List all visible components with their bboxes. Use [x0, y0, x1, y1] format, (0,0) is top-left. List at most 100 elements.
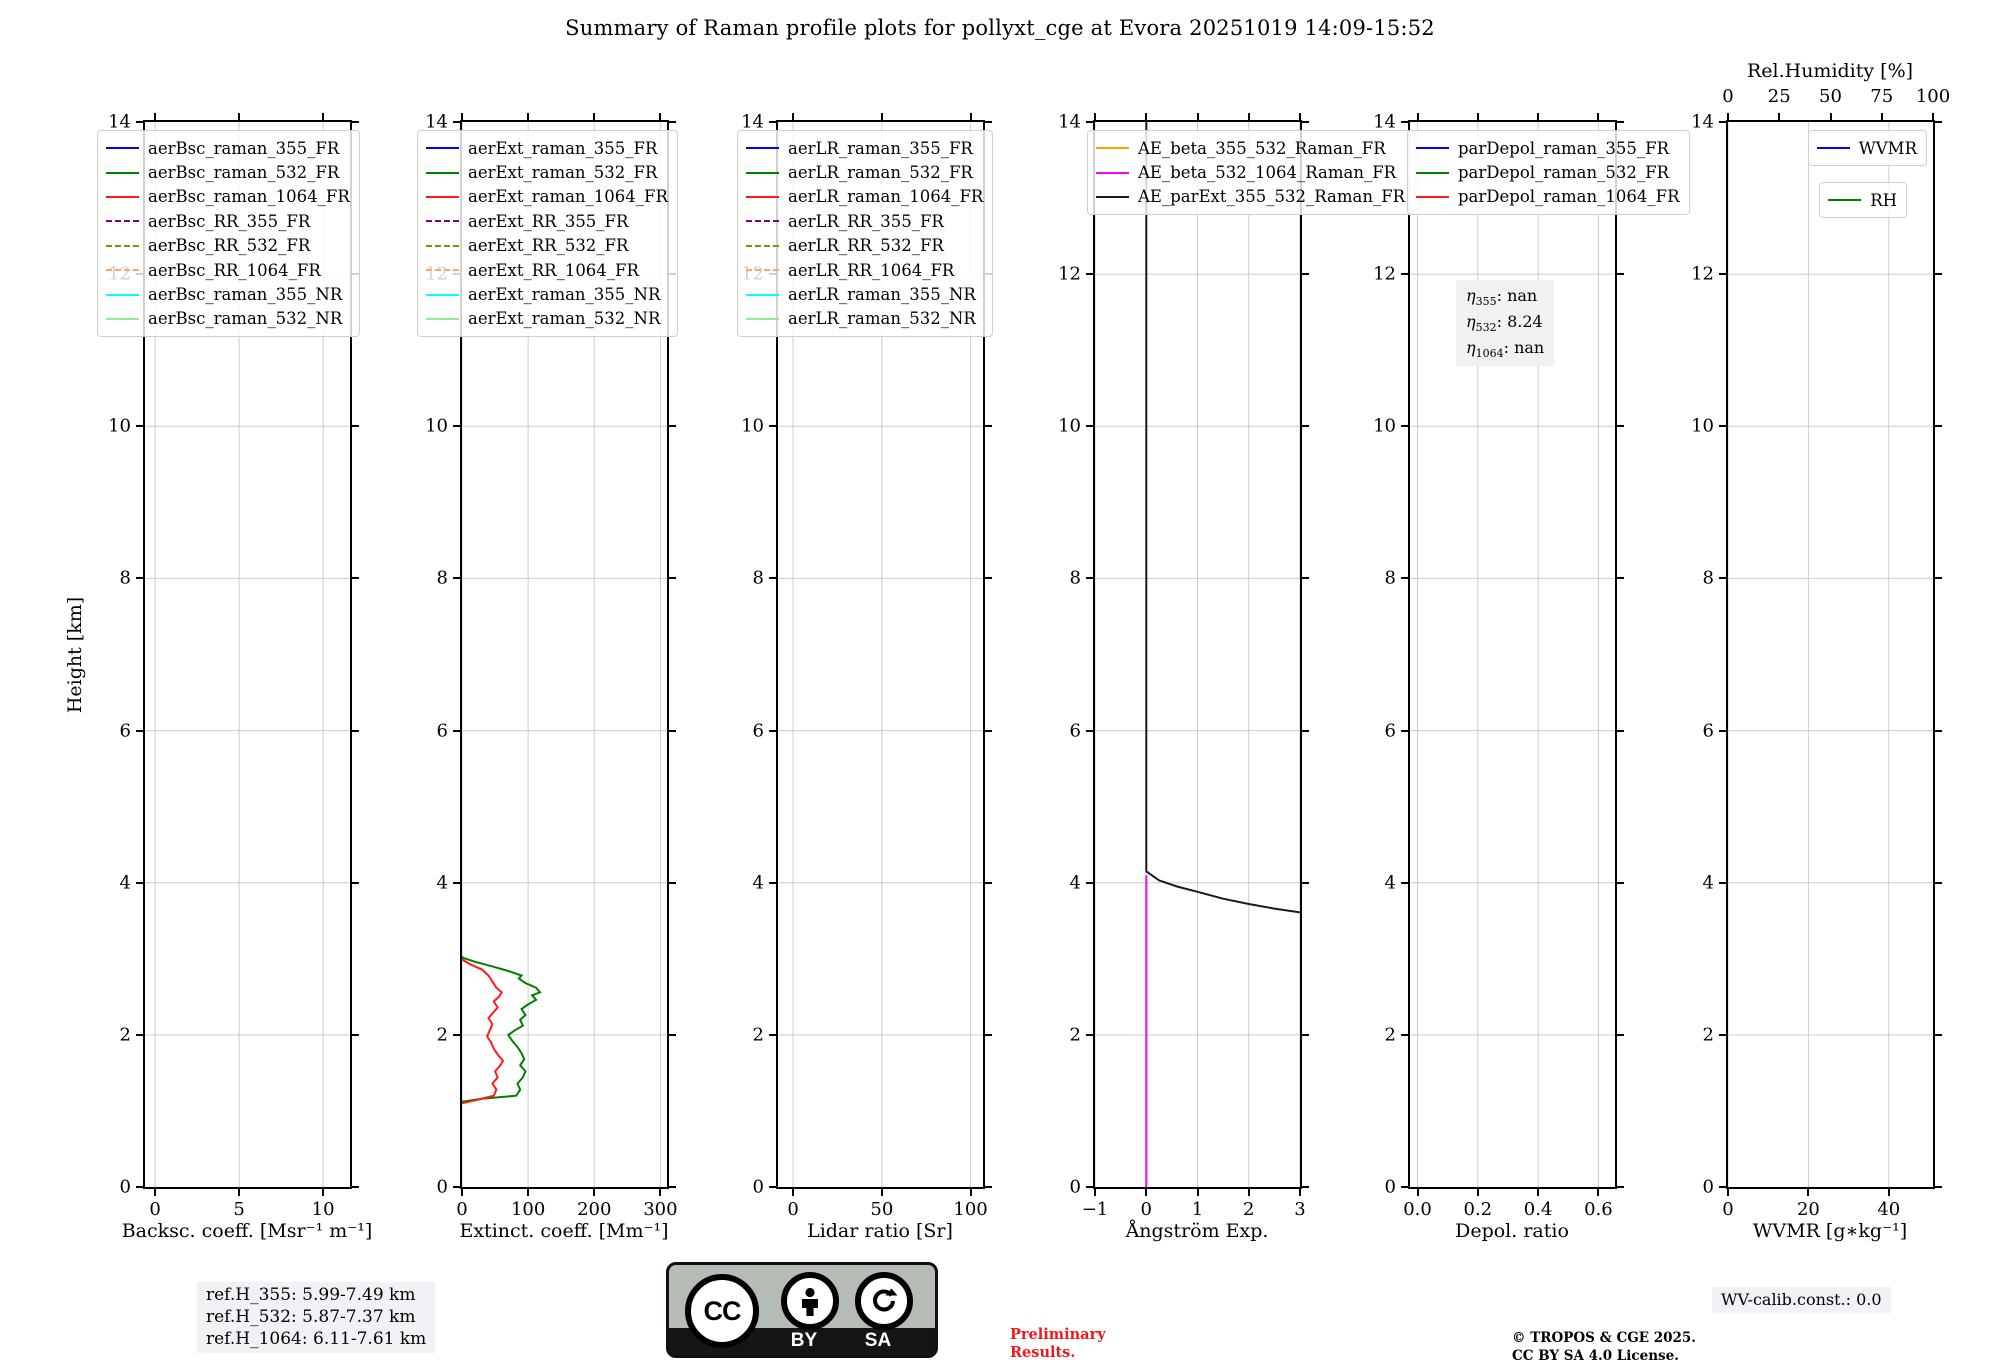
preliminary-results-note: Preliminary Results. [1010, 1326, 1106, 1360]
legend-item-label: aerLR_raman_532_NR [788, 309, 976, 329]
x-tick [238, 1189, 241, 1196]
y-tick-right [1935, 577, 1942, 580]
x-tick [154, 1189, 157, 1196]
legend-item: aerBsc_RR_532_FR [106, 234, 350, 258]
x-tick-top [969, 113, 972, 120]
wv-calib-note: WV-calib.const.: 0.0 [1712, 1287, 1891, 1314]
y-tick-right [1302, 881, 1309, 884]
x-tick-label: 0.4 [1523, 1199, 1553, 1220]
x-tick-label: 0 [456, 1199, 468, 1220]
x-tick [322, 1189, 325, 1196]
legend-item-label: aerBsc_raman_532_NR [148, 309, 343, 329]
panel-extinction: 024681012140100200300Extinct. coeff. [Mm… [417, 112, 678, 1242]
legend-line-sample [746, 195, 779, 198]
legend-item: AE_beta_355_532_Raman_FR [1096, 136, 1405, 160]
x-tick [1299, 1189, 1301, 1196]
y-tick-label: 8 [436, 567, 448, 589]
x-tick [1537, 1189, 1540, 1196]
legend-box: AE_beta_355_532_Raman_FR AE_beta_532_1064… [1087, 130, 1416, 216]
y-tick-label: 12 [1691, 263, 1714, 285]
y-tick-label: 10 [1373, 415, 1396, 437]
y-tick [769, 121, 776, 123]
y-tick [453, 1186, 460, 1188]
y-tick-label: 4 [1702, 872, 1714, 894]
x-axis-label-lidar_ratio: Lidar ratio [Sr] [807, 1220, 953, 1242]
x-tick-top [527, 113, 530, 120]
y-tick [136, 121, 143, 123]
legend-line-sample [426, 220, 459, 223]
legend-line-sample [106, 195, 139, 198]
legend-item-label: aerLR_raman_355_FR [788, 138, 973, 158]
legend-item-label: aerExt_raman_532_FR [468, 163, 658, 183]
y-tick-right [1617, 1186, 1624, 1188]
y-tick-right [1935, 1033, 1942, 1036]
legend-line-sample [426, 195, 459, 198]
legend-item-label: aerExt_RR_532_FR [468, 236, 629, 256]
x-tick-label: 5 [233, 1199, 245, 1220]
y-tick-label: 10 [1691, 415, 1714, 437]
x-tick [659, 1189, 662, 1196]
height-axis-label: Height [km] [64, 596, 86, 714]
eta-line: η532: 8.24 [1466, 312, 1543, 335]
y-tick-right [1302, 425, 1309, 428]
x-tick-label: 0.6 [1584, 1199, 1613, 1220]
y-tick [453, 577, 460, 580]
legend-line-sample [746, 220, 779, 223]
legend-line-sample [106, 220, 139, 223]
y-tick-right [985, 881, 992, 884]
x-tick [461, 1189, 463, 1196]
copyright-note: © TROPOS & CGE 2025. CC BY SA 4.0 Licens… [1512, 1330, 1696, 1360]
legend-item: aerLR_raman_532_FR [746, 160, 983, 184]
top-x-tick-label: 25 [1767, 86, 1791, 107]
y-tick-label: 4 [1384, 872, 1396, 894]
y-tick-right [1617, 1033, 1624, 1036]
legend-item: aerExt_raman_355_NR [426, 282, 668, 306]
legend-line-sample [426, 147, 459, 150]
x-tick-top [154, 113, 157, 120]
y-tick-right [669, 1033, 676, 1036]
y-tick [769, 881, 776, 884]
y-tick-right [1302, 729, 1309, 732]
x-tick [1887, 1189, 1890, 1196]
y-tick-label: 14 [741, 111, 764, 133]
y-tick [453, 121, 460, 123]
y-tick-right [1617, 729, 1624, 732]
y-tick-right [669, 425, 676, 428]
legend-item: aerExt_raman_532_NR [426, 307, 668, 331]
x-tick [527, 1189, 530, 1196]
share-alike-icon [855, 1272, 913, 1330]
cc-by-sa-badge: CC BY SA [666, 1262, 938, 1358]
y-tick [1401, 881, 1408, 884]
legend-line-sample [746, 147, 779, 150]
y-tick-label: 14 [108, 111, 131, 133]
y-tick-right [352, 577, 359, 580]
top-x-tick-label: 100 [1915, 86, 1951, 107]
y-tick-label: 8 [1069, 567, 1081, 589]
y-tick-right [1302, 577, 1309, 580]
y-tick [136, 729, 143, 732]
y-tick-label: 0 [119, 1176, 131, 1198]
legend-item: parDepol_raman_1064_FR [1416, 185, 1680, 209]
legend-item: aerExt_RR_532_FR [426, 234, 668, 258]
copyright-line2: CC BY SA 4.0 License. [1512, 1347, 1679, 1360]
legend-item-label: RH [1870, 190, 1897, 210]
legend-item: parDepol_raman_532_FR [1416, 160, 1680, 184]
ref-h-532: ref.H_532: 5.87-7.37 km [206, 1306, 416, 1327]
top-x-tick-label: 0 [1722, 86, 1734, 107]
y-tick [1401, 729, 1408, 732]
legend-item-label: parDepol_raman_1064_FR [1458, 187, 1680, 207]
legend-line-sample [106, 317, 139, 320]
plot-area-wvmr [1728, 122, 1933, 1187]
series-aerExt_raman_532_FR [462, 955, 542, 1103]
legend-line-sample [1416, 147, 1449, 150]
legend-box: WVMR [1807, 130, 1927, 167]
legend-item: aerBsc_raman_1064_FR [106, 185, 350, 209]
x-tick-label: 40 [1877, 1199, 1901, 1220]
x-tick-label: 300 [643, 1199, 678, 1220]
x-tick-label: 3 [1294, 1199, 1306, 1220]
legend-item-label: aerBsc_raman_532_FR [148, 163, 340, 183]
y-tick-right [352, 1033, 359, 1036]
legend-item: aerExt_raman_355_FR [426, 136, 668, 160]
legend-line-sample [1416, 195, 1449, 198]
y-tick-right [669, 881, 676, 884]
